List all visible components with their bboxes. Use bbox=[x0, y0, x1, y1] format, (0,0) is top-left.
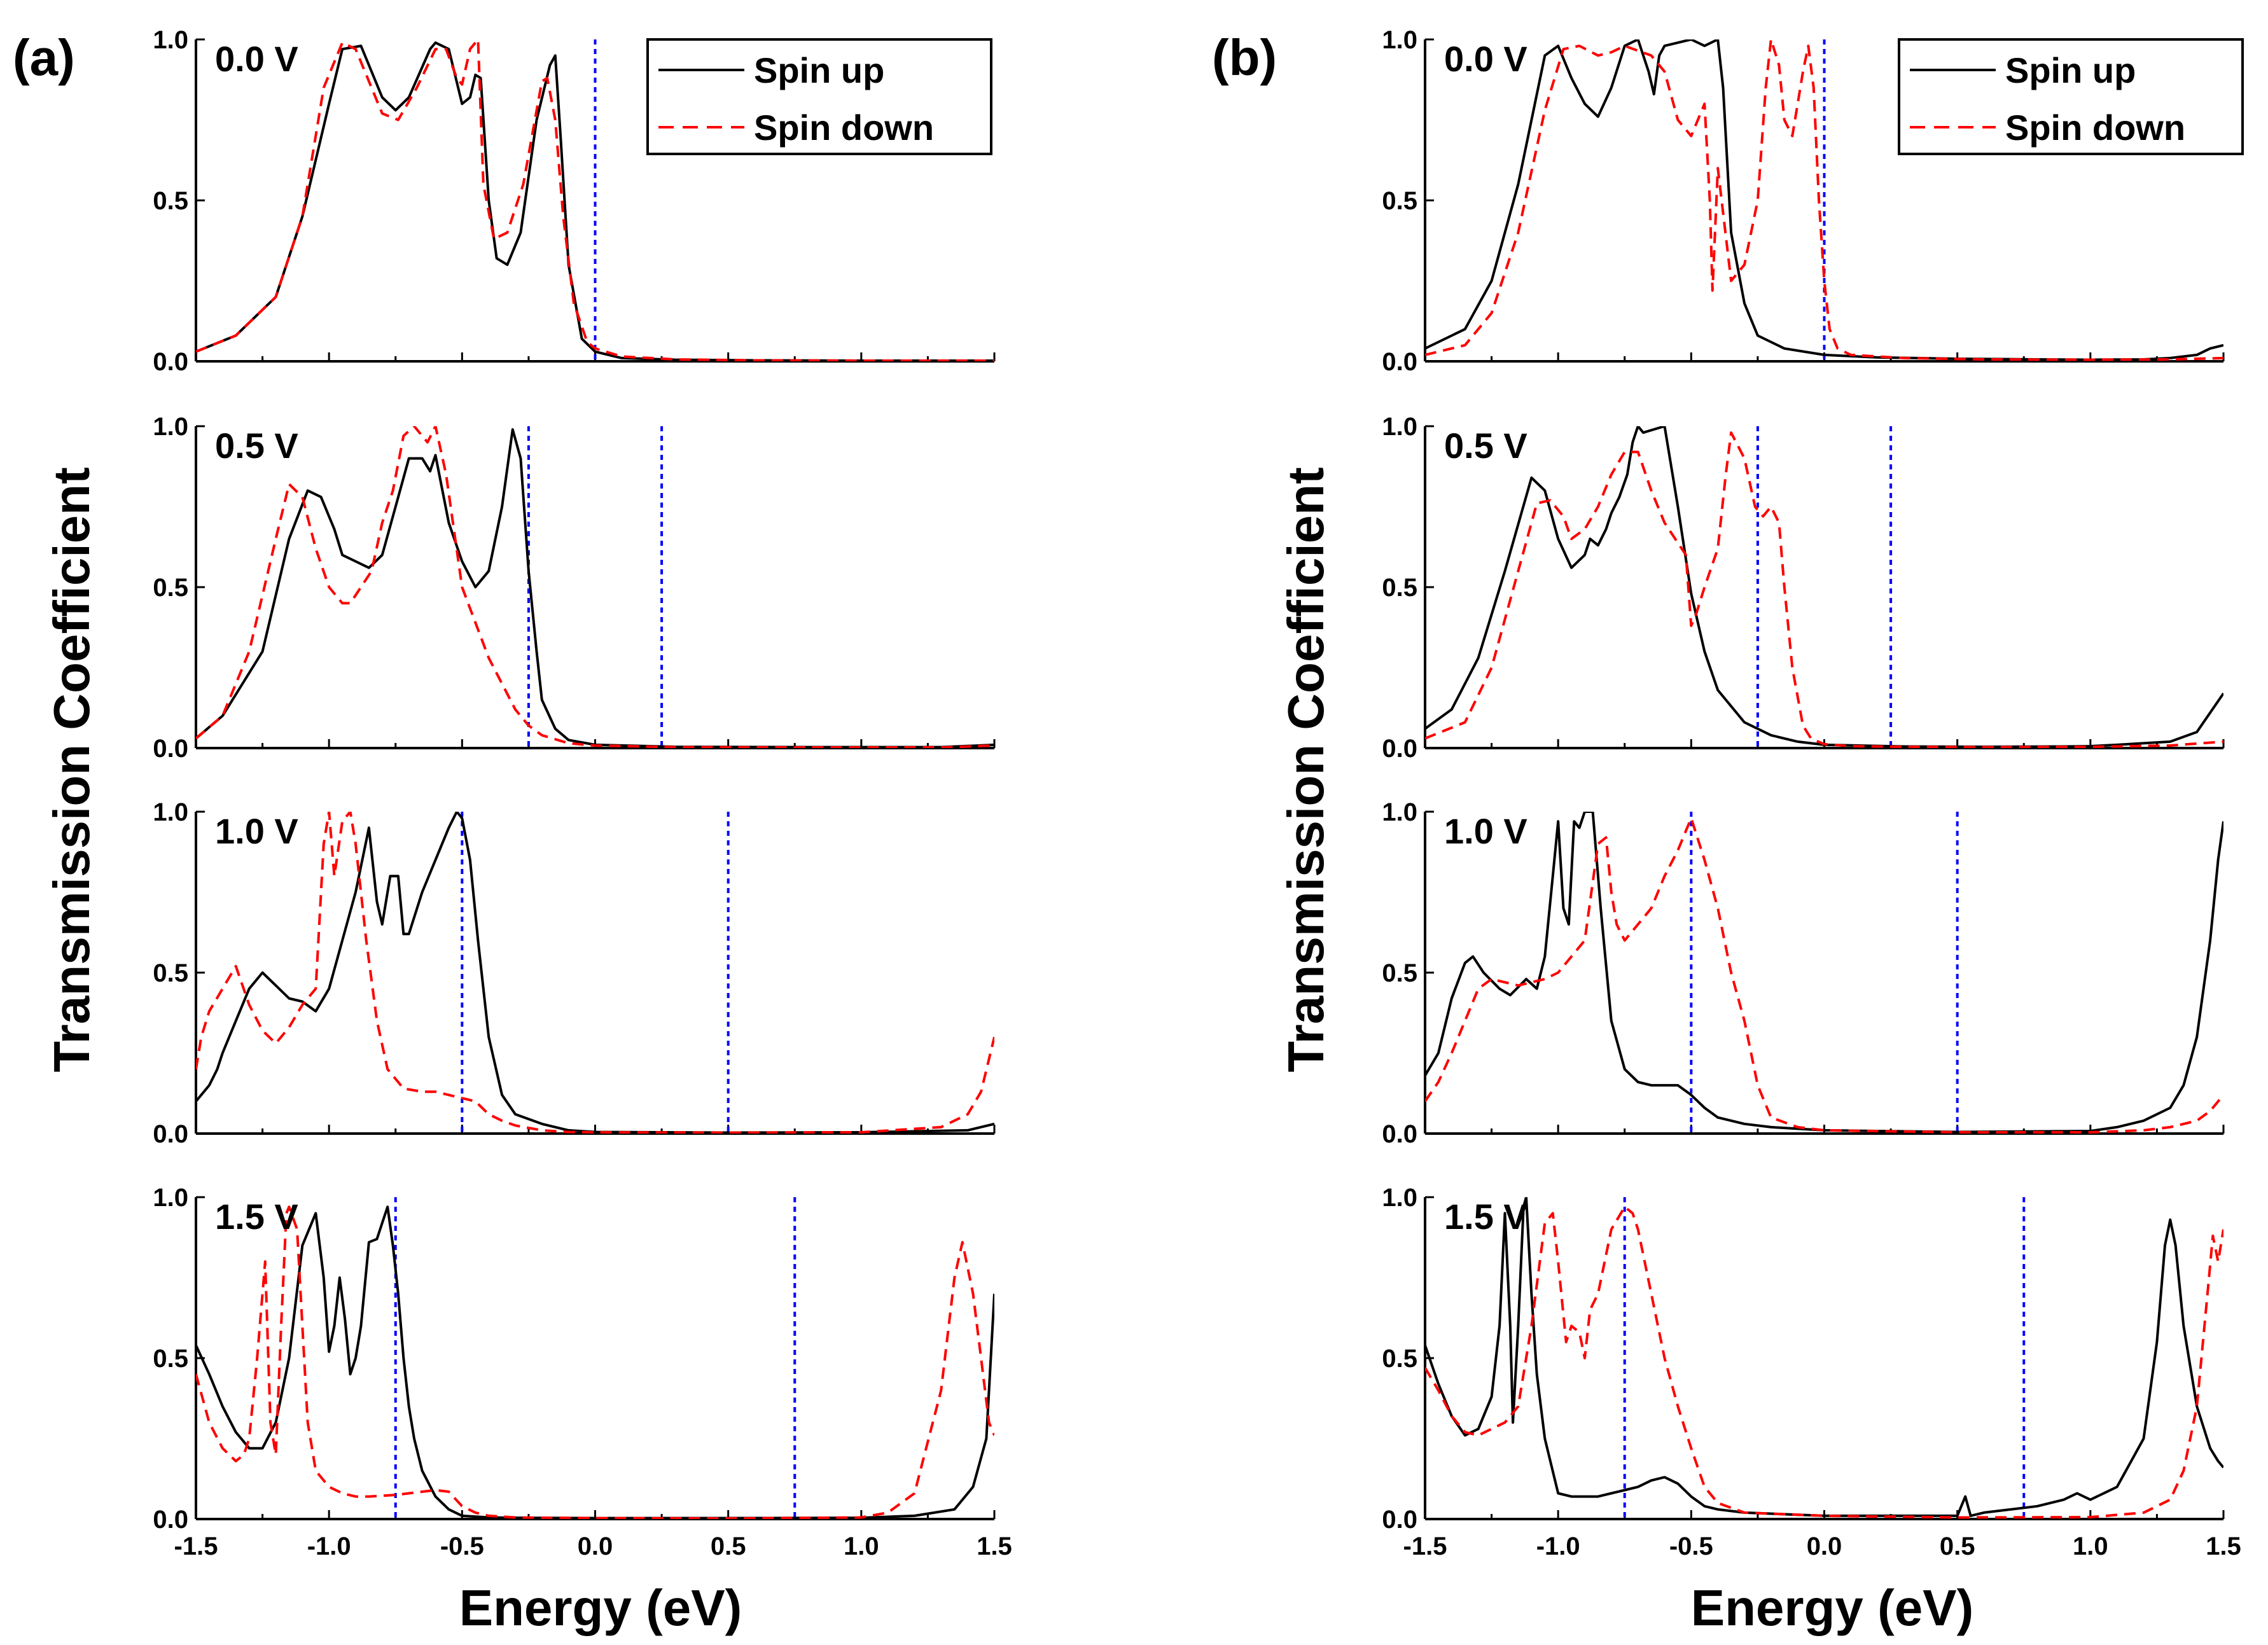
chart-a-1-spin-down-line bbox=[196, 39, 994, 361]
chart-b-2: 0.0 0.5 1.0 0.5 V bbox=[1382, 413, 2225, 763]
chart-a-2-ytick-label-0: 0.0 bbox=[153, 735, 188, 763]
chart-a-3-bias-label: 1.0 V bbox=[215, 811, 298, 851]
y-axis-title-b: Transmission Coefficient bbox=[1277, 467, 1334, 1072]
chart-b-4-xtick-label-2: -0.5 bbox=[1669, 1532, 1713, 1560]
chart-b-3-ytick-label-1: 0.5 bbox=[1382, 959, 1417, 987]
chart-a-4-xtick-label-4: 0.5 bbox=[711, 1532, 746, 1560]
panel-a-letter: (a) bbox=[13, 29, 75, 86]
chart-b-3-spin-down-line bbox=[1425, 817, 2223, 1134]
chart-a-2-ytick-label-2: 1.0 bbox=[153, 413, 188, 441]
chart-a-2-ytick-label-1: 0.5 bbox=[153, 574, 188, 602]
chart-a-4-bias-label: 1.5 V bbox=[215, 1197, 298, 1237]
chart-b-4-spin-down-line bbox=[1425, 1205, 2223, 1519]
chart-a-1-spin-up-line bbox=[196, 41, 994, 361]
chart-b-4-ytick-label-2: 1.0 bbox=[1382, 1184, 1417, 1212]
chart-b-4-xtick-label-0: -1.5 bbox=[1403, 1532, 1447, 1560]
legend-b-spin-down-label: Spin down bbox=[2005, 108, 2185, 148]
chart-a-4-ytick-label-0: 0.0 bbox=[153, 1506, 188, 1534]
chart-b-4-xtick-label-6: 1.5 bbox=[2206, 1532, 2241, 1560]
chart-b-4-xtick-label-5: 1.0 bbox=[2073, 1532, 2108, 1560]
legend-b-spin-up-label: Spin up bbox=[2005, 50, 2136, 90]
chart-a-3-ytick-label-0: 0.0 bbox=[153, 1120, 188, 1148]
legend-a-box bbox=[646, 38, 992, 155]
chart-b-3-ytick-label-0: 0.0 bbox=[1382, 1120, 1417, 1148]
chart-a-4-xtick-label-5: 1.0 bbox=[844, 1532, 879, 1560]
legend-b: Spin up Spin down bbox=[1898, 38, 2244, 155]
chart-b-3-ytick-label-2: 1.0 bbox=[1382, 798, 1417, 826]
chart-b-3-spin-up-line bbox=[1425, 812, 2223, 1134]
chart-b-2-spin-up-line bbox=[1425, 426, 2223, 748]
chart-a-2: 0.0 0.5 1.0 0.5 V bbox=[153, 413, 996, 763]
chart-b-3: 0.0 0.5 1.0 1.0 V bbox=[1382, 798, 2225, 1148]
panel-b-letter: (b) bbox=[1212, 29, 1277, 86]
chart-a-4-xtick-label-0: -1.5 bbox=[174, 1532, 218, 1560]
chart-b-1: 0.0 0.5 1.0 0.0 V bbox=[1382, 26, 2225, 376]
chart-b-2-ytick-label-0: 0.0 bbox=[1382, 735, 1417, 763]
chart-b-1-ytick-label-1: 0.5 bbox=[1382, 187, 1417, 215]
chart-a-4-xtick-label-3: 0.0 bbox=[578, 1532, 613, 1560]
chart-b-4-xtick-label-4: 0.5 bbox=[1940, 1532, 1975, 1560]
chart-a-4-spin-up-line bbox=[196, 1205, 994, 1519]
chart-b-2-spin-down-line bbox=[1425, 431, 2223, 748]
chart-a-3: 0.0 0.5 1.0 1.0 V bbox=[153, 798, 996, 1148]
chart-a-4-xtick-label-6: 1.5 bbox=[977, 1532, 1012, 1560]
chart-b-4-ytick-label-1: 0.5 bbox=[1382, 1345, 1417, 1373]
chart-a-1-ytick-label-2: 1.0 bbox=[153, 26, 188, 54]
chart-a-4-xtick-label-2: -0.5 bbox=[440, 1532, 484, 1560]
y-axis-title-a: Transmission Coefficient bbox=[43, 467, 100, 1072]
chart-a-3-ytick-label-2: 1.0 bbox=[153, 798, 188, 826]
chart-a-4-spin-down-line bbox=[196, 1205, 994, 1519]
chart-a-2-spin-down-line bbox=[196, 426, 994, 748]
chart-b-4-xtick-label-1: -1.0 bbox=[1536, 1532, 1580, 1560]
chart-b-1-bias-label: 0.0 V bbox=[1444, 39, 1527, 79]
chart-a-2-spin-up-line bbox=[196, 428, 994, 748]
chart-b-1-spin-up-line bbox=[1425, 39, 2223, 361]
legend-a-spin-down-label: Spin down bbox=[754, 108, 934, 148]
chart-a-4-ytick-label-2: 1.0 bbox=[153, 1184, 188, 1212]
chart-b-4-bias-label: 1.5 V bbox=[1444, 1197, 1527, 1237]
chart-b-4-ytick-label-0: 0.0 bbox=[1382, 1506, 1417, 1534]
chart-a-1-bias-label: 0.0 V bbox=[215, 39, 298, 79]
legend-b-box bbox=[1898, 38, 2244, 155]
chart-b-4-xtick-label-3: 0.0 bbox=[1807, 1532, 1842, 1560]
chart-a-3-spin-up-line bbox=[196, 812, 994, 1134]
chart-b-1-ytick-label-2: 1.0 bbox=[1382, 26, 1417, 54]
chart-a-4: -1.5 -1.0 -0.5 0.0 0.5 1.0 1.5 0.0 0.5 1.0 1.5 V bbox=[153, 1184, 1012, 1560]
panels: 0.0 0.5 1.0 0.0 V 0.0 0.5 1.0 0.5 V 0.0 0.5 1.0 1.0… bbox=[153, 26, 2241, 1560]
chart-b-2-bias-label: 0.5 V bbox=[1444, 426, 1527, 466]
chart-a-1: 0.0 0.5 1.0 0.0 V bbox=[153, 26, 996, 376]
chart-a-2-bias-label: 0.5 V bbox=[215, 426, 298, 466]
legend-a: Spin up Spin down bbox=[646, 38, 992, 155]
x-axis-title-b: Energy (eV) bbox=[1691, 1579, 1974, 1636]
x-axis-title-a: Energy (eV) bbox=[459, 1579, 742, 1636]
chart-a-1-ytick-label-1: 0.5 bbox=[153, 187, 188, 215]
chart-a-3-spin-down-line bbox=[196, 812, 994, 1134]
legend-a-spin-up-label: Spin up bbox=[754, 50, 884, 90]
chart-a-4-ytick-label-1: 0.5 bbox=[153, 1345, 188, 1373]
chart-a-3-ytick-label-1: 0.5 bbox=[153, 959, 188, 987]
chart-b-1-spin-down-line bbox=[1425, 39, 2223, 361]
chart-b-4-spin-up-line bbox=[1425, 1197, 2223, 1517]
chart-a-1-ytick-label-0: 0.0 bbox=[153, 348, 188, 376]
chart-b-2-ytick-label-1: 0.5 bbox=[1382, 574, 1417, 602]
chart-b-4: -1.5 -1.0 -0.5 0.0 0.5 1.0 1.5 0.0 0.5 1.0 1.5 V bbox=[1382, 1184, 2241, 1560]
chart-b-1-ytick-label-0: 0.0 bbox=[1382, 348, 1417, 376]
chart-b-2-ytick-label-2: 1.0 bbox=[1382, 413, 1417, 441]
chart-b-3-bias-label: 1.0 V bbox=[1444, 811, 1527, 851]
chart-a-4-xtick-label-1: -1.0 bbox=[307, 1532, 351, 1560]
